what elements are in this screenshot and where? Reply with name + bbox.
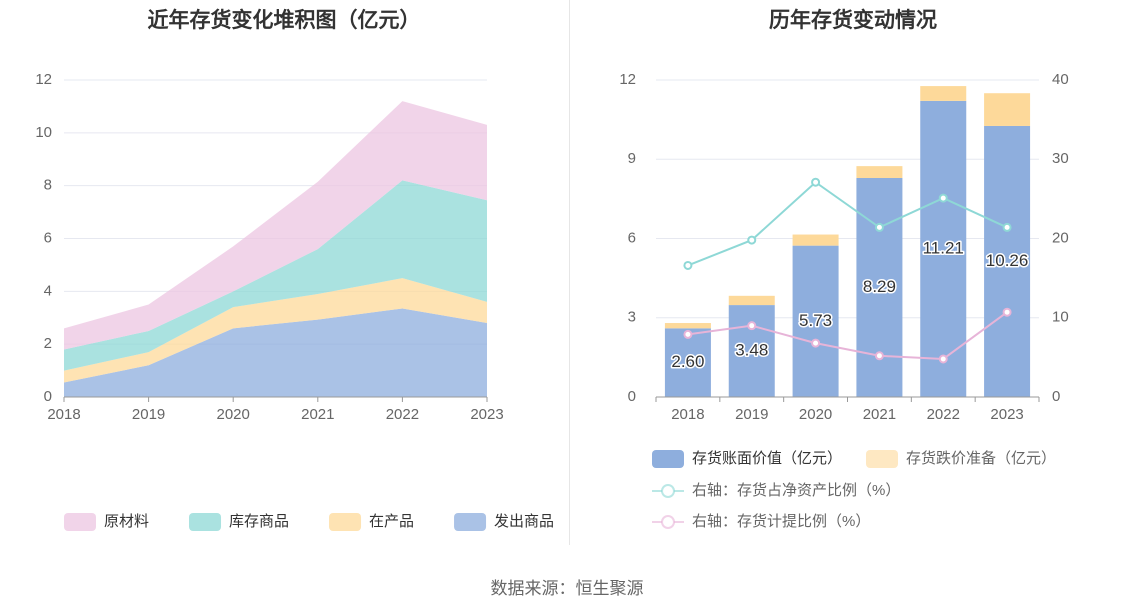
y-tick-label: 2 — [44, 335, 52, 352]
y2-tick-label: 0 — [1052, 388, 1060, 405]
line-series-右轴：存货占净资产比例（%） — [687, 180, 1008, 267]
left-chart-panel: 近年存货变化堆积图（亿元） 0 2 4 6 8 10 12 2018 2019 2020 2021 2… — [0, 0, 568, 545]
bar-book-value — [728, 305, 775, 397]
bar-value-label: 3.48 — [735, 341, 768, 360]
bar-value-label: 8.29 — [863, 277, 896, 296]
bar-book-value — [792, 245, 839, 397]
legend-label: 存货账面价值（亿元） — [692, 450, 842, 467]
x-tick-label: 2018 — [47, 406, 80, 423]
legend-item-line-2[interactable]: 右轴：存货计提比例（%） — [652, 513, 870, 530]
y-tick-label: 8 — [44, 177, 52, 194]
legend-label: 发出商品 — [494, 513, 554, 530]
y-tick-label: 6 — [44, 229, 52, 246]
legend-item-line-1[interactable]: 右轴：存货占净资产比例（%） — [652, 482, 900, 499]
x-tick-label: 2020 — [217, 406, 250, 423]
right-legend: 存货账面价值（亿元） 存货跌价准备（亿元） 右轴：存货占净资产比例（%） 右轴：存货计… — [652, 450, 1056, 530]
x-tick-label: 2022 — [386, 406, 419, 423]
y2-tick-label: 40 — [1052, 71, 1069, 88]
legend-item-库存商品[interactable]: 库存商品 — [189, 513, 289, 531]
y-tick-label: 0 — [628, 388, 636, 405]
legend-swatch — [189, 513, 222, 531]
bar-value-label: 11.21 — [923, 238, 964, 257]
legend-label: 右轴：存货占净资产比例（%） — [692, 482, 900, 499]
right-chart-title: 历年存货变动情况 — [769, 9, 937, 32]
bar-book-value — [984, 125, 1031, 397]
legend-swatch — [64, 513, 96, 531]
x-tick-label: 2019 — [735, 406, 768, 423]
y-tick-label: 12 — [619, 71, 636, 88]
legend-item-impairment[interactable]: 存货跌价准备（亿元） — [866, 450, 1056, 468]
legend-swatch — [866, 450, 898, 468]
line-point — [1002, 307, 1012, 317]
y-tick-label: 12 — [35, 71, 52, 88]
x-tick-label: 2023 — [470, 406, 503, 423]
area-series-库存商品 — [64, 180, 487, 371]
line-point — [747, 321, 757, 331]
y-tick-label: 0 — [44, 388, 52, 405]
bar-line-combo-chart: 0 3 6 9 12 0 10 20 30 40 2018 2019 2020 2021 2022 2023 2… — [619, 71, 1069, 530]
x-tick-label: 2021 — [863, 406, 896, 423]
bar-value-label: 2.60 — [671, 352, 704, 371]
x-tick-label: 2023 — [990, 406, 1023, 423]
line-point — [811, 338, 821, 348]
bar-book-value — [856, 178, 903, 397]
legend-swatch — [652, 450, 684, 468]
panel-divider — [569, 0, 570, 545]
legend-marker — [661, 484, 675, 498]
legend-marker — [661, 515, 675, 529]
line-point — [874, 222, 884, 232]
legend-item-book-value[interactable]: 存货账面价值（亿元） — [652, 450, 842, 468]
line-point — [683, 329, 693, 339]
stacked-area-chart: 0 2 4 6 8 10 12 2018 2019 2020 2021 2022 2023 原材料 库存商品… — [35, 71, 554, 531]
legend-label: 存货跌价准备（亿元） — [906, 450, 1056, 467]
area-series-在产品 — [64, 278, 487, 383]
bar-book-value — [664, 328, 711, 397]
legend-item-在产品[interactable]: 在产品 — [329, 513, 414, 531]
line-point — [683, 260, 693, 270]
legend-label: 库存商品 — [229, 513, 289, 530]
bar-value-label: 10.26 — [986, 251, 1029, 270]
left-chart-title: 近年存货变化堆积图（亿元） — [147, 9, 421, 32]
bar-impairment — [728, 295, 775, 306]
y-tick-label: 9 — [628, 150, 636, 167]
y2-tick-label: 30 — [1052, 150, 1069, 167]
legend-item-发出商品[interactable]: 发出商品 — [454, 513, 554, 531]
x-tick-label: 2018 — [671, 406, 704, 423]
bar-impairment — [792, 234, 839, 246]
y-tick-label: 10 — [35, 124, 52, 141]
line-series-右轴：存货计提比例（%） — [687, 311, 1008, 360]
line-point — [747, 235, 757, 245]
y2-tick-label: 10 — [1052, 309, 1069, 326]
line-point — [938, 354, 948, 364]
line-point — [1002, 222, 1012, 232]
x-tick-label: 2021 — [301, 406, 334, 423]
right-chart-panel: 历年存货变动情况 0 3 6 9 12 0 10 20 30 40 2018 2019 2020 2021… — [572, 0, 1134, 545]
legend-label: 在产品 — [369, 513, 414, 530]
y-tick-label: 4 — [44, 282, 52, 299]
bar-value-label: 5.73 — [799, 311, 832, 330]
legend-swatch — [329, 513, 362, 531]
line-point — [811, 177, 821, 187]
bar-impairment — [856, 166, 903, 179]
area-series-发出商品 — [64, 308, 487, 397]
legend-label: 右轴：存货计提比例（%） — [692, 513, 870, 530]
bar-impairment — [984, 93, 1031, 126]
y-tick-label: 3 — [628, 309, 636, 326]
x-tick-label: 2020 — [799, 406, 832, 423]
legend-item-原材料[interactable]: 原材料 — [64, 513, 149, 531]
x-tick-label: 2022 — [927, 406, 960, 423]
left-legend: 原材料 库存商品 在产品 发出商品 — [64, 513, 554, 531]
bar-impairment — [920, 86, 967, 101]
x-tick-label: 2019 — [132, 406, 165, 423]
line-point — [874, 351, 884, 361]
legend-swatch — [454, 513, 487, 531]
y2-tick-label: 20 — [1052, 229, 1069, 246]
area-series-原材料 — [64, 101, 487, 350]
legend-label: 原材料 — [104, 513, 149, 530]
y-tick-label: 6 — [628, 229, 636, 246]
line-point — [938, 193, 948, 203]
data-source-note: 数据来源：恒生聚源 — [490, 579, 644, 598]
bar-impairment — [664, 323, 711, 329]
